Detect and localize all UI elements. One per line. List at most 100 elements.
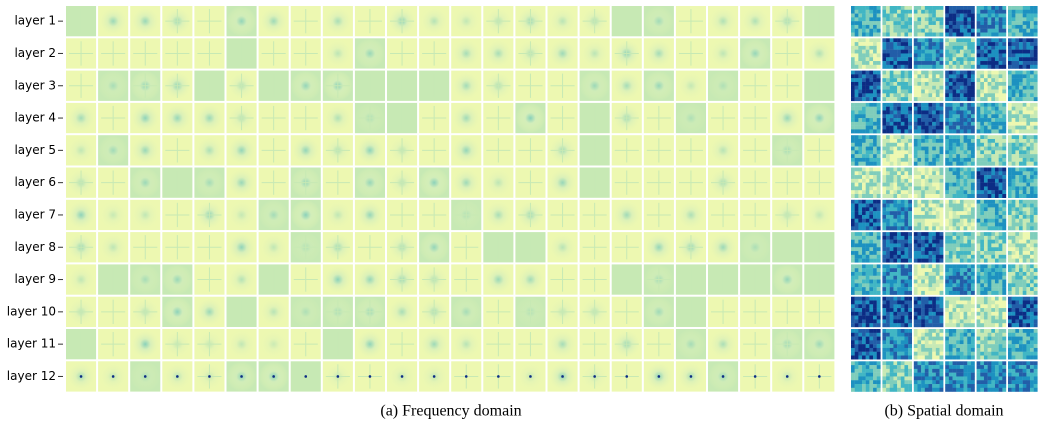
spatial-cell [932,97,937,102]
spatial-cell [994,32,999,37]
spatial-cell [994,319,999,324]
spatial-cell [917,118,922,123]
spatial-cell [865,351,870,356]
spatial-cell [963,70,968,75]
spatial-cell [897,21,901,26]
spatial-cell [917,154,922,159]
spatial-cell [1015,203,1020,208]
spatial-cell [865,355,870,360]
spatial-cell [924,203,929,208]
spatial-cell [908,290,912,295]
spatial-cell [1033,161,1038,166]
spatial-cell [959,207,964,212]
spatial-cell [917,125,922,130]
spatial-cell [897,161,901,166]
spatial-cell [924,199,929,204]
spatial-cell [886,329,890,333]
spatial-cell [862,178,866,183]
spatial-cell [865,97,870,102]
spatial-cell [897,279,901,284]
spatial-cell [904,38,909,43]
spatial-cell [994,81,999,86]
spatial-cell [873,300,877,305]
spatial-cell [865,304,870,309]
spatial-cell [858,74,863,79]
spatial-cell [854,57,859,62]
spatial-cell [893,81,898,86]
spatial-cell [897,199,901,204]
spatial-cell [924,53,929,58]
spatial-cell [987,64,992,69]
spatial-cell [998,239,1003,244]
spatial-cell [935,235,940,240]
spatial-cell [948,279,953,284]
spatial-cell [976,24,981,29]
spatial-cell [869,129,874,134]
spatial-cell [858,300,863,305]
spatial-cell [1030,186,1034,191]
spatial-cell [924,106,929,111]
spatial-cell [1026,13,1031,18]
spatial-cell [963,226,968,231]
spatial-cell [980,171,985,176]
spatial-cell [858,64,863,69]
spatial-cell [928,142,933,147]
spatial-cell [917,110,922,115]
spatial-cell [851,167,855,172]
spatial-cell [976,211,981,216]
spatial-cell [1015,138,1020,143]
spatial-cell [876,157,881,162]
spatial-cell [1011,167,1016,172]
spatial-cell [886,70,890,75]
spatial-cell [921,24,926,29]
spatial-cell [865,102,870,107]
spatial-cell [994,138,999,143]
spatial-cell [983,315,988,320]
spatial-cell [998,308,1003,313]
spatial-cell [987,347,992,352]
spatial-cell [917,21,922,26]
spatial-cell [904,182,909,187]
spatial-cell [1002,161,1007,166]
spatial-cell [876,258,881,263]
spatial-cell [998,118,1003,123]
spatial-cell [939,24,944,29]
spatial-cell [948,28,953,33]
spatial-cell [939,49,944,54]
spatial-cell [924,344,929,349]
spatial-cell [917,319,922,324]
spatial-cell [998,49,1003,54]
spatial-cell [928,199,933,204]
spatial-cell [998,268,1003,273]
spatial-cell [900,6,905,10]
spatial-cell [932,106,937,111]
spatial-cell [1022,42,1027,47]
spatial-cell [854,154,859,159]
spatial-cell [956,232,961,237]
spatial-cell [987,329,992,333]
spatial-cell [893,315,898,320]
spatial-cell [882,319,887,324]
spatial-cell [945,258,950,263]
spatial-cell [869,190,874,195]
spatial-cell [956,190,961,195]
spatial-cell [862,232,866,237]
spatial-cell [913,226,918,231]
spatial-cell [869,142,874,147]
spatial-cell [948,186,953,191]
frequency-tile-glow [162,296,193,327]
spatial-cell [1008,42,1012,47]
spatial-cell [924,70,929,75]
spatial-cell [854,287,859,292]
spatial-cell [854,78,859,83]
spatial-cell [956,340,961,345]
spatial-cell [998,311,1003,316]
spatial-cell [939,290,944,295]
spatial-cell [913,53,918,58]
spatial-cell [928,296,933,301]
spatial-cell [1026,17,1031,22]
spatial-cell [897,102,901,107]
spatial-cell [904,194,909,198]
spatial-cell [921,42,926,47]
spatial-cell [928,264,933,269]
